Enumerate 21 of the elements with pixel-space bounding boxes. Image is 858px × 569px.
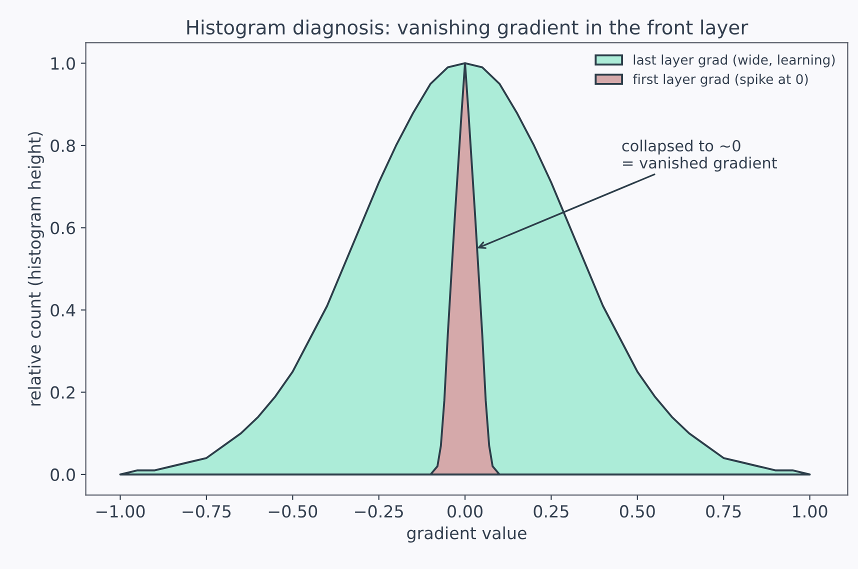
y-axis-title: relative count (histogram height) xyxy=(28,132,44,406)
x-tick-label: 1.00 xyxy=(793,505,828,518)
x-axis-title: gradient value xyxy=(407,526,526,543)
y-tick-label: 0.4 xyxy=(50,304,76,317)
x-tick-label: 0.25 xyxy=(534,505,568,518)
x-tick-label: −0.50 xyxy=(268,505,318,518)
y-tick-label: 0.0 xyxy=(50,468,75,482)
x-tick-label: −0.25 xyxy=(355,505,403,518)
y-tick-label: 0.6 xyxy=(50,222,76,234)
y-tick-label: 1.0 xyxy=(51,57,75,70)
chart-title: Histogram diagnosis: vanishing gradient in the front layer xyxy=(187,20,748,38)
y-tick-label: 0.2 xyxy=(50,386,74,399)
x-tick-label: 0.00 xyxy=(448,505,482,518)
x-tick-label: −0.75 xyxy=(182,505,231,518)
x-tick-label: 0.75 xyxy=(706,505,741,518)
legend-label: last layer grad (wide, learning) xyxy=(634,54,835,68)
x-tick-label: 0.50 xyxy=(620,505,655,518)
legend-label: first layer grad (spike at 0) xyxy=(632,74,808,87)
annotation: collapsed to ~0 = vanished gradient xyxy=(622,140,777,172)
x-tick-label: −1.00 xyxy=(96,505,145,518)
y-tick-label: 0.8 xyxy=(50,139,75,152)
